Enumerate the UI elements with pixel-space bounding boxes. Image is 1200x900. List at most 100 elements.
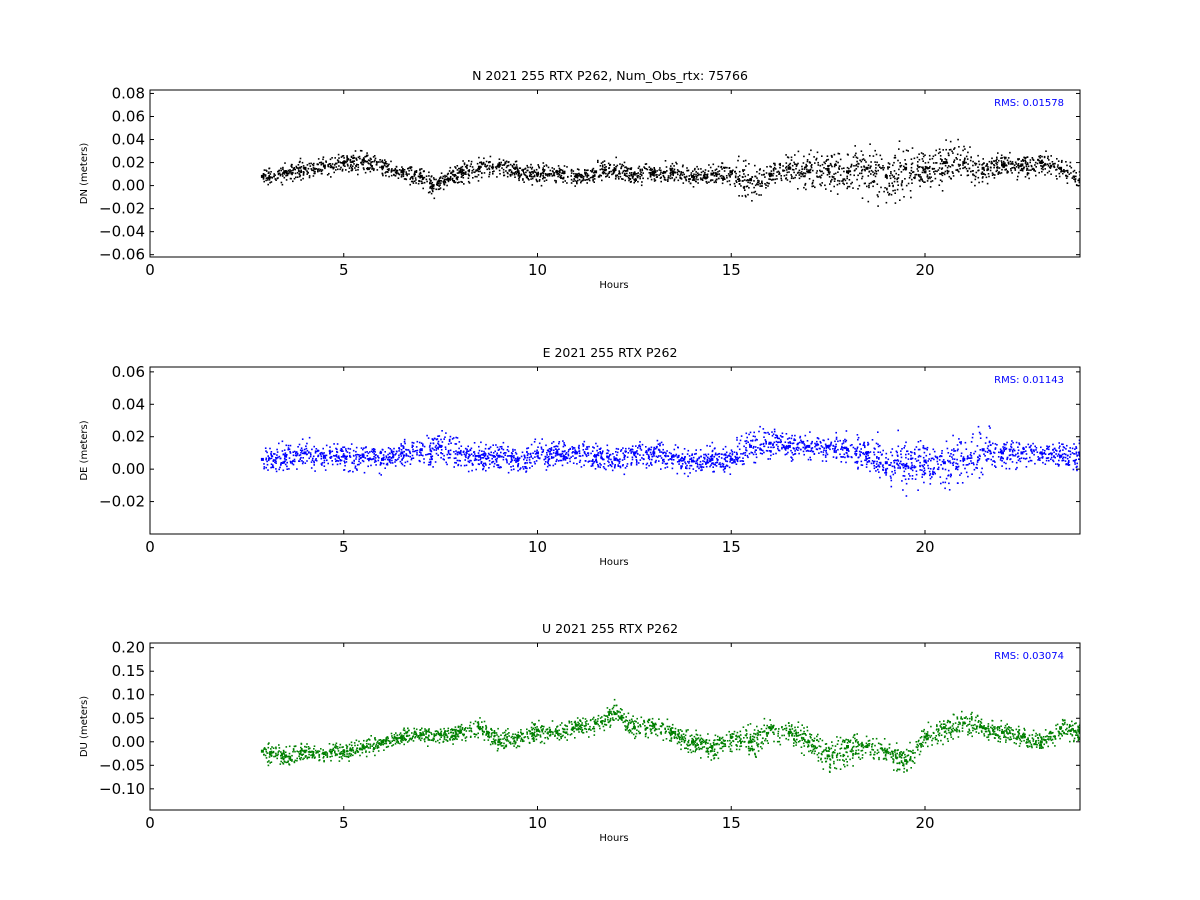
scatter-dot: [402, 170, 404, 173]
scatter-dot: [433, 184, 435, 186]
scatter-dot: [949, 475, 952, 478]
scatter-dot: [679, 174, 681, 177]
scatter-dot: [691, 454, 693, 456]
scatter-dot: [779, 441, 782, 444]
scatter-dot: [739, 179, 741, 182]
scatter-dot: [846, 447, 849, 450]
scatter-dot: [867, 167, 869, 169]
scatter-dot: [358, 463, 360, 466]
scatter-dot: [559, 455, 562, 457]
scatter-dot: [772, 444, 774, 446]
scatter-dot: [902, 464, 904, 467]
scatter-dot: [770, 454, 772, 457]
scatter-dot: [477, 180, 480, 182]
scatter-dot: [475, 468, 477, 471]
scatter-dot: [847, 171, 850, 173]
scatter-dot: [522, 169, 525, 171]
scatter-dot: [764, 176, 766, 178]
scatter-dot: [502, 456, 505, 458]
scatter-dot: [419, 168, 421, 170]
scatter-dot: [747, 441, 749, 443]
scatter-dot: [1075, 453, 1077, 455]
scatter-dot: [276, 451, 279, 453]
scatter-dot: [677, 173, 679, 176]
scatter-dot: [290, 172, 292, 175]
scatter-cloud: [263, 425, 1080, 497]
scatter-dot: [275, 468, 277, 470]
scatter-dot: [1062, 456, 1065, 459]
scatter-dot: [386, 458, 389, 461]
scatter-dot: [645, 446, 647, 448]
scatter-dot: [669, 175, 672, 177]
scatter-dot: [635, 458, 638, 461]
scatter-dot: [551, 175, 554, 177]
scatter-dot: [382, 174, 384, 177]
scatter-dot: [1049, 162, 1051, 165]
scatter-dot: [373, 160, 375, 163]
scatter-dot: [813, 452, 816, 455]
scatter-dot: [697, 178, 699, 181]
scatter-dot: [817, 437, 820, 440]
scatter-dot: [863, 168, 866, 171]
scatter-dot: [848, 179, 851, 181]
scatter-dot: [484, 447, 487, 450]
scatter-dot: [457, 463, 460, 466]
scatter-dot: [805, 163, 807, 166]
scatter-dot: [523, 173, 526, 176]
scatter-dot: [759, 448, 761, 451]
scatter-dot: [870, 169, 873, 172]
scatter-dot: [906, 450, 909, 452]
scatter-dot: [1017, 175, 1019, 178]
scatter-dot: [973, 468, 976, 471]
scatter-dot: [443, 178, 446, 181]
scatter-dot: [956, 158, 958, 160]
scatter-dot: [330, 165, 333, 168]
scatter-dot: [676, 169, 679, 171]
scatter-dot: [802, 175, 805, 178]
scatter-dot: [379, 166, 381, 169]
scatter-dot: [897, 463, 899, 466]
scatter-dot: [751, 183, 754, 185]
scatter-dot: [867, 451, 869, 453]
scatter-dot: [362, 157, 365, 159]
scatter-dot: [957, 169, 959, 172]
scatter-dot: [496, 452, 498, 455]
scatter-dot: [493, 170, 495, 172]
scatter-dot: [313, 464, 315, 466]
scatter-dot: [704, 169, 707, 171]
scatter-dot: [302, 165, 305, 167]
scatter-dot: [281, 440, 284, 443]
scatter-dot: [489, 171, 491, 174]
scatter-dot: [723, 454, 725, 456]
scatter-dot: [773, 446, 775, 448]
scatter-dot: [1059, 449, 1062, 452]
scatter-dot: [531, 166, 534, 169]
scatter-dot: [506, 165, 509, 167]
scatter-dot: [313, 170, 315, 173]
scatter-dot: [453, 181, 456, 184]
scatter-dot: [357, 169, 359, 171]
scatter-dot: [282, 175, 284, 177]
scatter-dot: [374, 451, 376, 453]
scatter-dot: [342, 162, 344, 164]
scatter-dot: [846, 454, 849, 457]
scatter-dot: [1057, 160, 1060, 162]
scatter-dot: [350, 167, 353, 169]
scatter-dot: [398, 448, 401, 450]
scatter-dot: [740, 185, 742, 187]
scatter-dot: [641, 457, 643, 459]
scatter-dot: [438, 445, 441, 447]
scatter-dot: [387, 164, 389, 167]
scatter-dot: [1058, 175, 1061, 178]
scatter-dot: [930, 457, 933, 460]
scatter-dot: [878, 191, 881, 193]
scatter-dot: [975, 466, 977, 469]
scatter-dot: [725, 451, 728, 454]
scatter-dot: [907, 453, 910, 455]
scatter-dot: [531, 170, 533, 173]
scatter-dot: [1028, 446, 1031, 449]
scatter-dot: [642, 177, 644, 180]
scatter-dot: [1017, 164, 1019, 166]
scatter-dot: [388, 169, 390, 172]
scatter-dot: [498, 158, 501, 160]
